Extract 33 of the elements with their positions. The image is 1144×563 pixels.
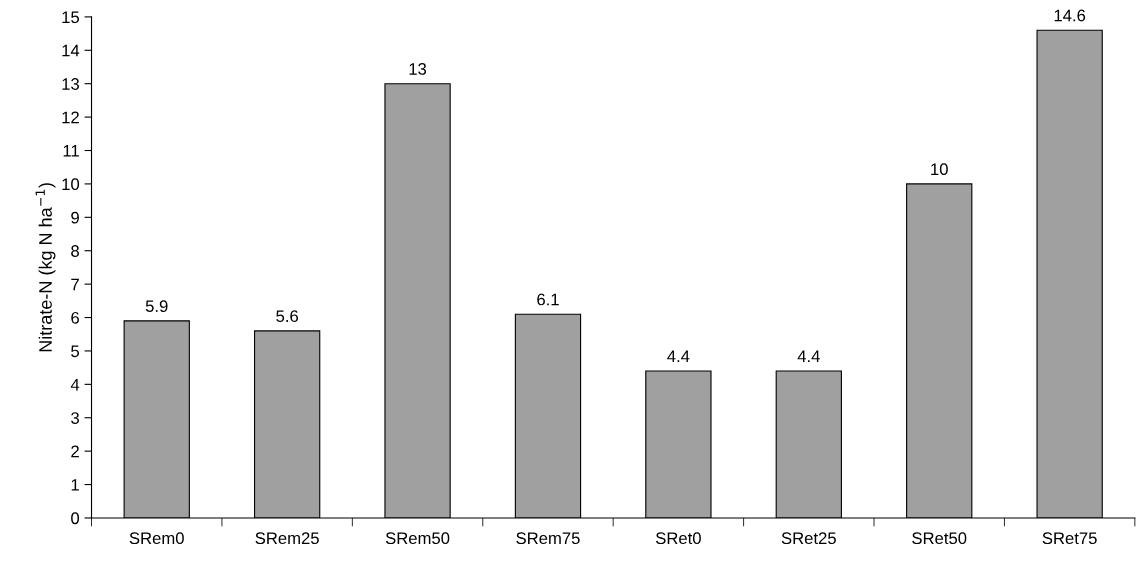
y-tick-label: 9 [71, 211, 79, 224]
y-tick-label: 12 [62, 111, 79, 124]
y-tick-label: 6 [71, 311, 79, 324]
y-tick-label: 2 [71, 445, 79, 458]
y-tick-label: 7 [71, 278, 79, 291]
y-tick-label: 13 [62, 78, 79, 90]
data-label: 6.1 [537, 293, 559, 306]
x-tick-label: SRet25 [781, 532, 836, 545]
x-tick-label: SRem25 [255, 532, 319, 545]
x-tick-label: SRem75 [516, 532, 580, 545]
x-tick-label: SRet50 [912, 532, 967, 545]
y-tick-label: 11 [63, 145, 79, 157]
y-tick-label: 14 [62, 44, 80, 57]
x-tick-label: SRem0 [129, 532, 184, 545]
y-tick-label: 10 [62, 178, 80, 191]
x-tick-label: SRet0 [655, 532, 701, 545]
x-tick-label: SRem50 [385, 532, 450, 545]
data-label: 14.6 [1054, 9, 1086, 22]
y-tick-label: 8 [71, 245, 79, 257]
y-tick-label: 15 [62, 11, 80, 24]
y-axis-title: Nitrate-N (kg N ha$^{−1}$) [35, 183, 56, 352]
data-label: 5.6 [276, 310, 298, 323]
data-label: 4.4 [667, 350, 690, 362]
y-tick-label: 4 [70, 378, 80, 391]
data-label: 10 [931, 163, 948, 176]
y-tick-label: 0 [71, 512, 80, 525]
data-label: 13 [409, 63, 427, 75]
data-label: 4.4 [797, 350, 820, 362]
data-label: 5.9 [145, 300, 168, 313]
y-tick-label: 5 [71, 345, 80, 358]
y-tick-label: 3 [71, 412, 79, 424]
y-tick-label: 1 [71, 479, 79, 491]
x-tick-label: SRet75 [1042, 532, 1097, 545]
